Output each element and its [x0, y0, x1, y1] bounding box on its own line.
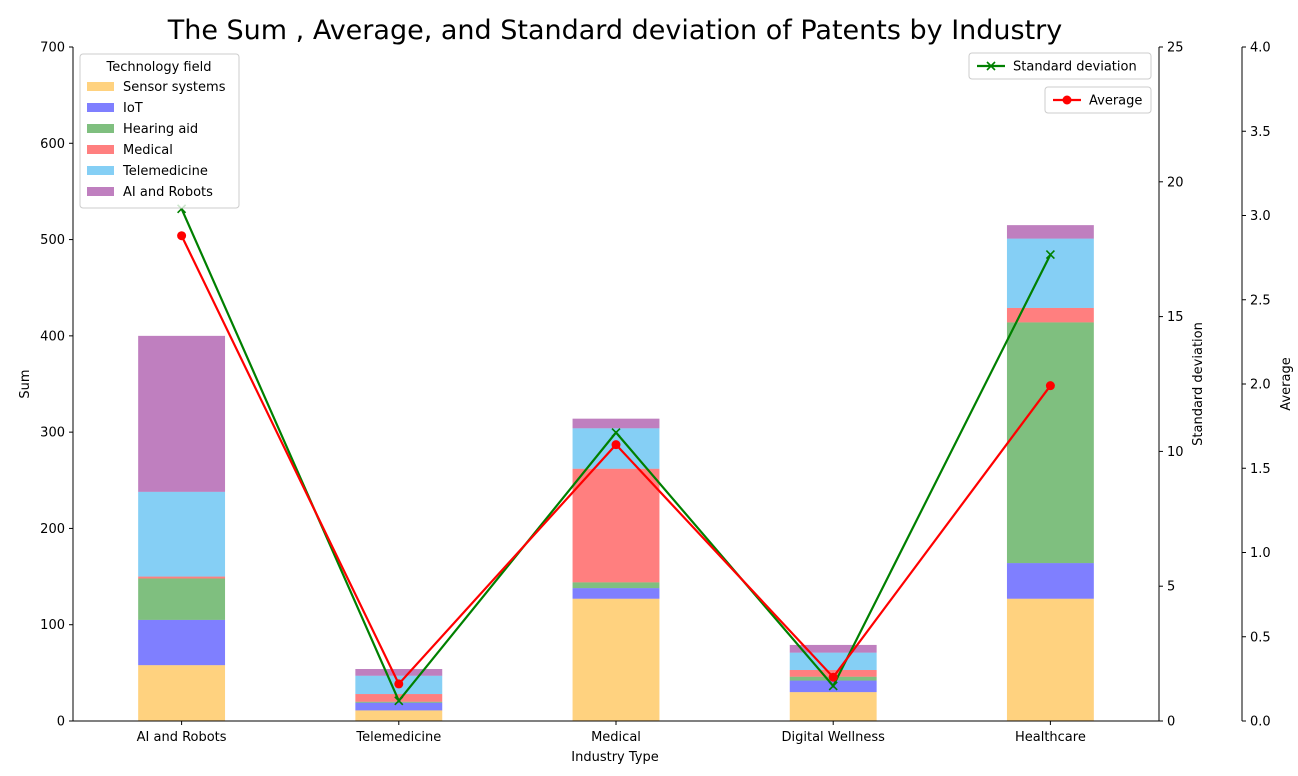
secondary-tick-label: 20 [1167, 175, 1184, 190]
secondary-tick-label: 1.5 [1250, 462, 1271, 477]
secondary-tick-label: 2.0 [1250, 378, 1271, 393]
legend-label: Hearing aid [123, 122, 198, 137]
legend-swatch [87, 166, 114, 175]
x-tick-label: Healthcare [1015, 730, 1086, 745]
x-tick-label: Medical [591, 730, 641, 745]
secondary-tick-label: 5 [1167, 580, 1175, 595]
legend-swatch [87, 82, 114, 91]
bar-segment [355, 703, 442, 711]
bar-segment [138, 336, 225, 492]
line-legend-label: Average [1089, 94, 1142, 109]
y-tick-label: 100 [40, 618, 65, 633]
bar-segment [1007, 599, 1094, 721]
bar-segment [355, 710, 442, 721]
legend-label: AI and Robots [123, 185, 213, 200]
bar-segment [790, 692, 877, 721]
legend-swatch [87, 124, 114, 133]
bar-segment [1007, 563, 1094, 599]
x-axis-label: Industry Type [571, 750, 658, 765]
bar-stacks [138, 225, 1094, 721]
secondary-tick-label: 0.0 [1250, 715, 1271, 730]
line-marker [1046, 381, 1055, 390]
legend-label: Sensor systems [123, 80, 226, 95]
line-marker [829, 673, 838, 682]
bar-segment [573, 582, 660, 588]
y-tick-label: 300 [40, 426, 65, 441]
secondary-tick-label: 15 [1167, 310, 1184, 325]
bar-segment [1007, 239, 1094, 308]
line-marker [394, 679, 403, 688]
bar-segment [573, 599, 660, 721]
x-tick-label: Digital Wellness [782, 730, 886, 745]
y-tick-label: 500 [40, 233, 65, 248]
secondary-tick-label: 3.5 [1250, 125, 1271, 140]
x-tick-label: Telemedicine [355, 730, 441, 745]
line-marker [177, 231, 186, 240]
y-tick-label: 400 [40, 329, 65, 344]
y-tick-label: 600 [40, 137, 65, 152]
line-marker [612, 440, 621, 449]
std-axis-label: Standard deviation [1191, 322, 1206, 446]
legend-label: Telemedicine [122, 164, 208, 179]
chart-title: The Sum , Average, and Standard deviatio… [167, 15, 1063, 46]
y-tick-label: 0 [57, 715, 65, 730]
secondary-tick-label: 4.0 [1250, 41, 1271, 56]
bar-segment [573, 588, 660, 599]
legend-label: Medical [123, 143, 173, 158]
bar-segment [138, 577, 225, 579]
secondary-tick-label: 0 [1167, 715, 1175, 730]
secondary-tick-label: 10 [1167, 445, 1184, 460]
legend-label: IoT [123, 101, 143, 116]
stack-legend: Technology field Sensor systems IoT Hearing… [80, 54, 239, 208]
legend-swatch [87, 145, 114, 154]
y-axis-label: Sum [18, 369, 33, 398]
bar-segment [138, 578, 225, 619]
secondary-tick-label: 1.0 [1250, 546, 1271, 561]
y-tick-label: 200 [40, 522, 65, 537]
y-tick-label: 700 [40, 41, 65, 56]
bar-segment [138, 492, 225, 577]
line-legend-label: Standard deviation [1013, 60, 1137, 75]
secondary-tick-label: 0.5 [1250, 630, 1271, 645]
secondary-tick-label: 3.0 [1250, 209, 1271, 224]
bar-segment [138, 665, 225, 721]
bar-segment [790, 653, 877, 670]
legend-swatch [87, 187, 114, 196]
bar-segment [1007, 322, 1094, 563]
line-legends: Standard deviation Average [969, 53, 1151, 113]
line-legend-marker [1063, 96, 1072, 105]
bar-segment [1007, 225, 1094, 238]
bar-segment [573, 469, 660, 583]
x-tick-label: AI and Robots [137, 730, 227, 745]
legend-swatch [87, 103, 114, 112]
bar-segment [138, 620, 225, 665]
secondary-tick-label: 25 [1167, 41, 1184, 56]
bar-segment [355, 669, 442, 676]
legend-title: Technology field [105, 60, 211, 75]
secondary-tick-label: 2.5 [1250, 293, 1271, 308]
bar-segment [573, 419, 660, 429]
average-axis-label: Average [1279, 357, 1294, 410]
